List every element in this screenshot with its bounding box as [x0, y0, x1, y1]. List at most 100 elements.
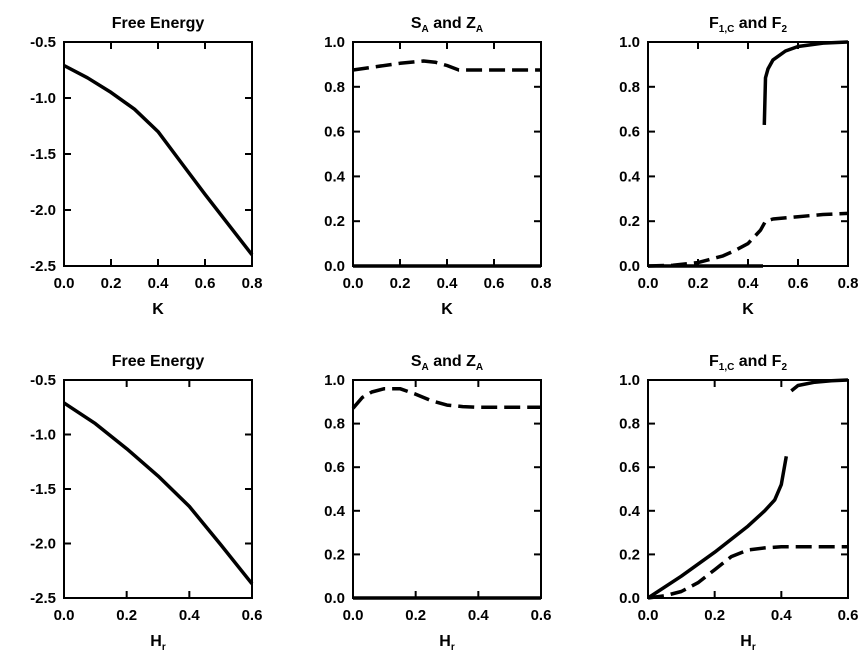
y-tick-label: 0.2 [619, 213, 640, 230]
plot-frame [63, 379, 253, 599]
y-tick-label: 0.8 [324, 416, 345, 433]
chart-panel-1: Free Energy 0.0 0.2 0.4 0.6 0.8 -2.5 -2.0 -1.5 -1… [30, 15, 262, 318]
y-tick-label: -1.5 [30, 146, 56, 163]
x-axis-label-part: r [451, 642, 455, 653]
x-axis-label-part: r [162, 642, 166, 653]
y-tick-label: 0.0 [324, 258, 345, 275]
y-tick-label: 0.0 [619, 258, 640, 275]
x-tick-label: 0.2 [101, 275, 122, 292]
x-tick-label: 0.4 [738, 275, 760, 292]
chart-title-part: and Z [429, 15, 476, 32]
y-tick-label: 0.8 [619, 416, 640, 433]
series-line-1 [762, 40, 849, 125]
y-tick-label: 0.2 [324, 213, 345, 230]
y-tick-label: -2.0 [30, 536, 56, 553]
plot-frame [352, 41, 542, 267]
chart-panel-5: SA and ZA0.0 0.2 0.4 0.60.00.20.40.60.81.0H… [324, 353, 551, 653]
x-tick-label: 0.0 [54, 607, 75, 624]
x-tick-label: 0.8 [242, 275, 263, 292]
x-tick-label: 0.0 [638, 607, 659, 624]
x-tick-label: 0.4 [148, 275, 170, 292]
chart-panel-2: SA and ZA0.0 0.2 0.4 0.6 0.80.00.20.40.60.81… [324, 15, 551, 318]
y-tick-label: 0.2 [619, 546, 640, 563]
chart-title: F1,C and F2 [709, 353, 787, 373]
chart-title-part: S [411, 353, 422, 370]
plot-frame [647, 41, 849, 267]
chart-panel-3: F1,C and F2 0.0 0.2 0.4 0.6 0.8 0.0 0.2 0.4 0.6 0.… [619, 15, 858, 318]
x-tick-label: 0.2 [688, 275, 709, 292]
x-axis-label-part: r [752, 642, 756, 653]
chart-title-part: and F [734, 15, 781, 32]
series-line-1 [63, 63, 254, 256]
chart-title: F1,C and F2 [709, 15, 787, 35]
chart-title-part: 1,C [719, 24, 735, 35]
x-tick-label: 0.4 [179, 607, 201, 624]
series-line-1 [647, 455, 789, 600]
y-tick-label: -2.5 [30, 590, 56, 607]
x-tick-label: 0.0 [638, 275, 659, 292]
x-tick-label: 0.8 [838, 275, 859, 292]
x-tick-label: 0.0 [343, 275, 364, 292]
x-axis-label-part: K [441, 301, 453, 318]
chart-panel-4: Free Energy 0.0 0.2 0.4 0.6 -2.5 -2.0 -1.5 -1.0 -… [30, 353, 262, 653]
y-tick-label: -0.5 [30, 34, 56, 51]
x-tick-label: 0.2 [704, 607, 725, 624]
y-tick-label: 0.4 [619, 168, 641, 185]
chart-title-part: 2 [781, 362, 787, 373]
chart-title-part: F [709, 353, 719, 370]
y-tick-label: 0.6 [324, 124, 345, 141]
chart-title-part: A [422, 24, 429, 35]
y-tick-label: 1.0 [324, 34, 345, 51]
series-line-3 [647, 545, 848, 600]
x-axis-label: K [441, 301, 453, 318]
x-axis-label-part: K [742, 301, 754, 318]
series-line-1 [351, 386, 541, 410]
y-tick-label: 0.8 [619, 79, 640, 96]
x-tick-label: 0.4 [437, 275, 459, 292]
x-tick-label: 0.8 [531, 275, 552, 292]
y-tick-label: 0.4 [324, 168, 346, 185]
series-line-1 [352, 59, 541, 72]
chart-title: SA and ZA [411, 353, 483, 373]
x-tick-label: 0.0 [54, 275, 75, 292]
chart-title-part: A [422, 362, 429, 373]
plot-frame [352, 379, 542, 599]
y-tick-label: 0.6 [619, 459, 640, 476]
x-tick-label: 0.0 [343, 607, 364, 624]
x-tick-label: 0.6 [531, 607, 552, 624]
y-tick-label: 0.0 [324, 590, 345, 607]
y-tick-label: -2.0 [30, 202, 56, 219]
chart-title-part: Free Energy [112, 353, 205, 370]
x-tick-label: 0.2 [116, 607, 137, 624]
series-line-1 [63, 401, 254, 585]
x-tick-label: 0.6 [242, 607, 263, 624]
x-tick-label: 0.6 [484, 275, 505, 292]
chart-title-part: F [709, 15, 719, 32]
x-tick-label: 0.6 [195, 275, 216, 292]
y-tick-label: 0.6 [324, 459, 345, 476]
x-axis-label: K [742, 301, 754, 318]
x-axis-label: Hr [150, 633, 166, 653]
x-axis-label-part: H [150, 633, 162, 650]
y-tick-label: 1.0 [619, 34, 640, 51]
x-axis-label-part: H [740, 633, 752, 650]
y-tick-label: -2.5 [30, 258, 56, 275]
chart-title: SA and ZA [411, 15, 483, 35]
x-tick-label: 0.2 [405, 607, 426, 624]
x-axis-label: Hr [439, 633, 455, 653]
chart-title: Free Energy [112, 353, 205, 370]
plot-frame [63, 41, 253, 267]
y-tick-label: 1.0 [324, 372, 345, 389]
y-tick-label: 0.4 [619, 503, 641, 520]
y-tick-label: 0.6 [619, 124, 640, 141]
y-tick-label: -1.0 [30, 90, 56, 107]
x-axis-label-part: H [439, 633, 451, 650]
y-tick-label: -1.5 [30, 481, 56, 498]
chart-title-part: 2 [781, 24, 787, 35]
y-tick-label: -1.0 [30, 427, 56, 444]
plot-frame [647, 379, 849, 599]
y-tick-label: 0.0 [619, 590, 640, 607]
chart-title: Free Energy [112, 15, 205, 32]
chart-title-part: S [411, 15, 422, 32]
